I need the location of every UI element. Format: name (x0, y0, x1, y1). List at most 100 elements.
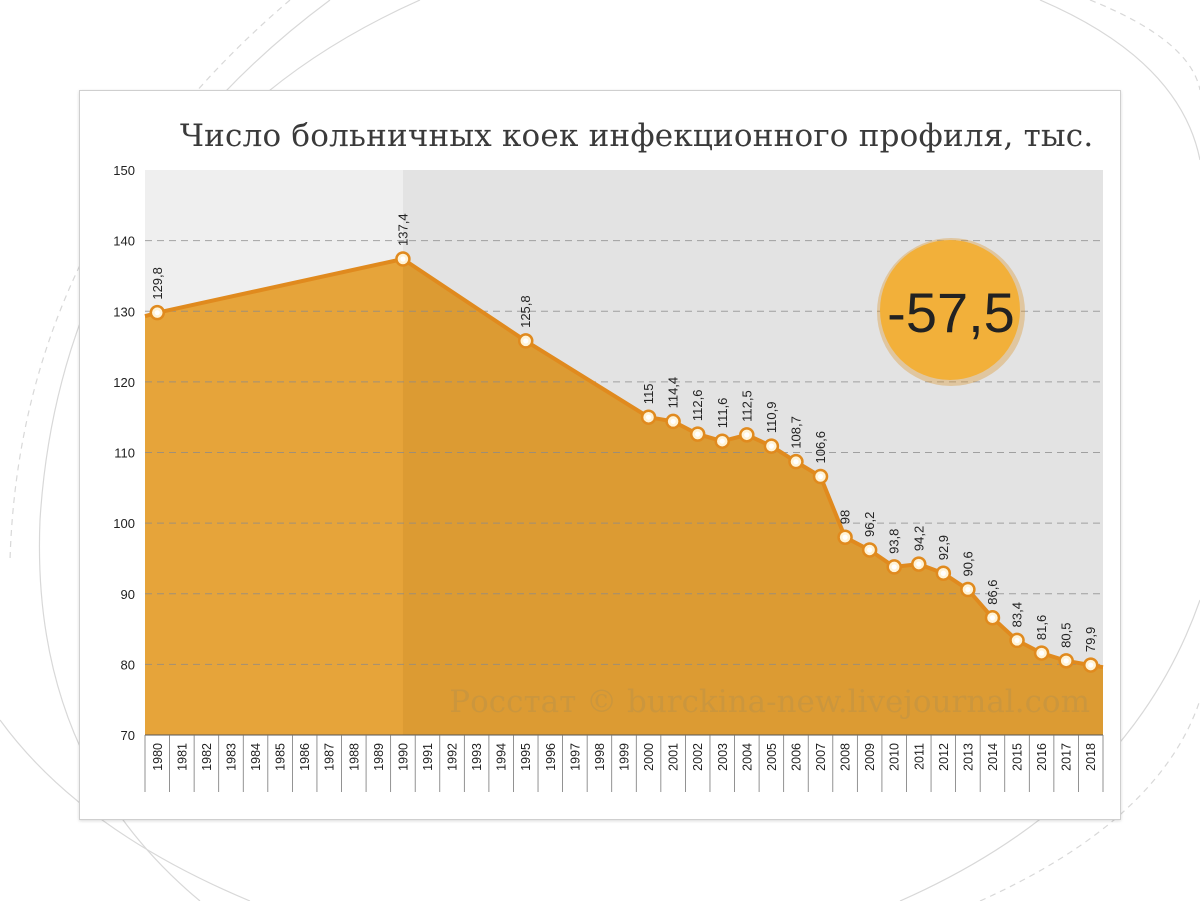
data-label-2018: 79,9 (1083, 627, 1098, 652)
x-tick-label-1980: 1980 (151, 743, 165, 771)
x-tick-label-2016: 2016 (1035, 743, 1049, 771)
x-tick-label-2015: 2015 (1011, 743, 1025, 771)
x-tick-label-1983: 1983 (224, 743, 238, 771)
data-point-core-2011 (916, 561, 922, 567)
x-tick-label-2004: 2004 (740, 743, 754, 771)
data-point-core-2016 (1038, 650, 1045, 656)
y-tick-label-150: 150 (113, 163, 135, 178)
x-tick-label-2012: 2012 (937, 743, 951, 771)
data-label-2006: 108,7 (788, 416, 803, 449)
arc-left-4 (0, 719, 251, 901)
data-point-core-1980 (154, 310, 160, 316)
data-label-2002: 112,6 (690, 390, 705, 422)
x-tick-label-1991: 1991 (421, 743, 435, 771)
decline-badge: -57,5 (877, 238, 1025, 386)
badge-value: -57,5 (887, 281, 1015, 344)
arc-right-4 (979, 699, 1200, 901)
arc-right-2 (1089, 0, 1200, 91)
x-tick-label-1997: 1997 (568, 743, 582, 771)
data-label-2010: 93,8 (887, 529, 902, 554)
data-label-1990: 137,4 (395, 213, 410, 246)
x-tick-label-1989: 1989 (372, 743, 386, 771)
x-tick-label-2006: 2006 (789, 743, 803, 771)
data-point-core-2007 (817, 473, 824, 480)
data-label-1995: 125,8 (518, 295, 533, 328)
data-point-core-2003 (719, 438, 725, 444)
data-point-core-1990 (400, 256, 406, 262)
x-tick-label-2000: 2000 (642, 743, 656, 771)
x-tick-label-2010: 2010 (888, 743, 902, 771)
data-point-core-2000 (645, 414, 652, 420)
x-tick-label-1993: 1993 (470, 743, 484, 771)
x-tick-label-2017: 2017 (1060, 743, 1074, 771)
data-label-2014: 86,6 (985, 579, 1000, 604)
data-point-core-2001 (670, 418, 676, 425)
x-tick-label-1987: 1987 (323, 743, 337, 771)
chart-title: Число больничных коек инфекционного проф… (180, 118, 1094, 154)
data-label-2015: 83,4 (1010, 602, 1025, 627)
data-label-2017: 80,5 (1059, 623, 1074, 648)
data-point-core-2009 (867, 547, 873, 553)
data-point-core-2017 (1063, 658, 1069, 664)
data-label-2001: 114,4 (666, 377, 681, 409)
data-point-core-2006 (793, 459, 799, 465)
arc-left-2 (9, 0, 291, 561)
data-point-core-2012 (940, 570, 946, 576)
data-point-core-2005 (768, 443, 774, 449)
data-label-2012: 92,9 (936, 535, 951, 560)
data-label-2009: 96,2 (862, 512, 877, 537)
y-tick-label-70: 70 (121, 728, 135, 743)
x-tick-label-2001: 2001 (667, 743, 681, 771)
area-series-shade (402, 259, 1103, 735)
x-tick-label-2003: 2003 (716, 743, 730, 771)
x-tick-label-1988: 1988 (347, 743, 361, 771)
watermark-text: Росстат © burckina-new.livejournal.com (449, 684, 1090, 720)
data-label-2008: 98 (838, 510, 853, 524)
x-tick-label-2013: 2013 (961, 743, 975, 771)
data-point-core-2008 (842, 534, 848, 540)
data-point-core-2015 (1014, 637, 1020, 643)
data-label-2003: 111,6 (715, 398, 730, 429)
badge-circle (880, 240, 1020, 380)
y-tick-label-140: 140 (113, 234, 135, 249)
y-tick-label-90: 90 (121, 587, 135, 602)
x-tick-label-1990: 1990 (396, 743, 410, 771)
arc-right-1 (1039, 0, 1200, 161)
data-point-core-1995 (523, 338, 529, 344)
data-point-core-2018 (1088, 662, 1094, 668)
x-tick-label-2007: 2007 (814, 743, 828, 771)
data-label-2007: 106,6 (813, 431, 828, 464)
y-tick-label-120: 120 (113, 375, 135, 390)
x-tick-label-1982: 1982 (200, 743, 214, 771)
y-tick-label-80: 80 (121, 657, 135, 672)
data-label-2013: 90,6 (960, 551, 975, 576)
data-point-core-2010 (891, 564, 897, 570)
data-point-core-2014 (989, 615, 996, 621)
x-tick-label-1999: 1999 (618, 743, 632, 771)
x-tick-label-1996: 1996 (544, 743, 558, 771)
data-label-2016: 81,6 (1034, 615, 1049, 640)
data-point-core-2002 (695, 431, 701, 437)
data-label-2011: 94,2 (911, 526, 926, 551)
data-label-2004: 112,5 (739, 390, 754, 422)
data-point-core-2004 (744, 432, 750, 438)
data-label-1980: 129,8 (150, 267, 165, 300)
data-label-2000: 115 (641, 383, 656, 404)
x-tick-label-2018: 2018 (1084, 743, 1098, 771)
x-tick-label-1992: 1992 (446, 743, 460, 771)
x-tick-label-2005: 2005 (765, 743, 779, 771)
x-tick-label-2011: 2011 (912, 743, 926, 770)
x-tick-label-2002: 2002 (691, 743, 705, 771)
x-tick-label-1986: 1986 (298, 743, 312, 771)
x-tick-label-1994: 1994 (495, 743, 509, 771)
x-tick-label-1995: 1995 (519, 743, 533, 771)
x-tick-label-2014: 2014 (986, 743, 1000, 771)
y-tick-label-100: 100 (113, 516, 135, 531)
y-tick-label-130: 130 (113, 304, 135, 319)
x-tick-label-2009: 2009 (863, 743, 877, 771)
x-tick-label-1998: 1998 (593, 743, 607, 771)
data-label-2005: 110,9 (764, 402, 779, 434)
x-tick-label-1981: 1981 (175, 743, 189, 771)
data-point-core-2013 (965, 586, 971, 593)
